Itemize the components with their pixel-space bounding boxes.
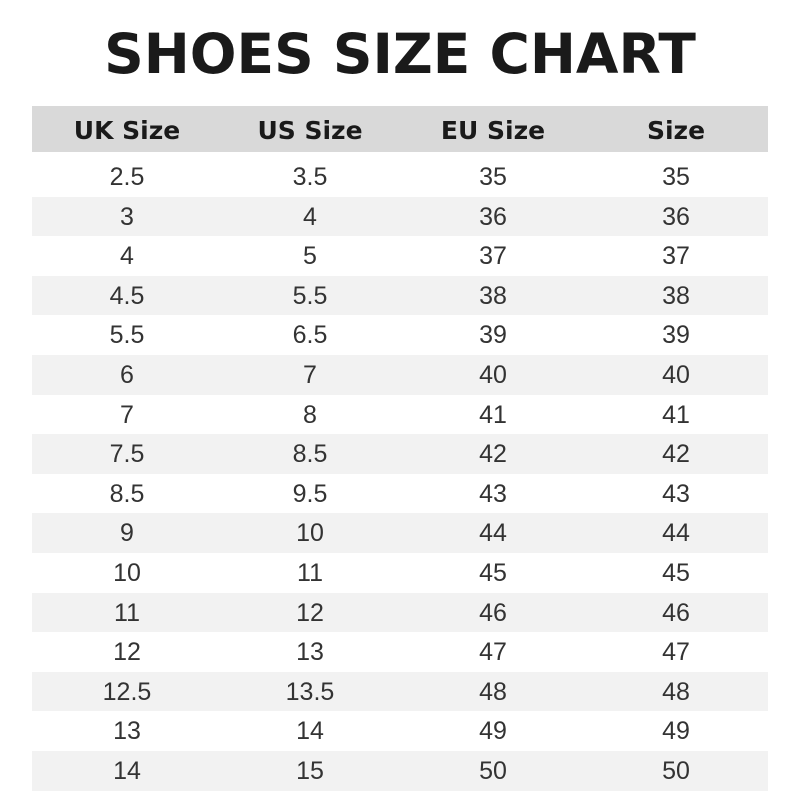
table-cell: 37: [479, 242, 507, 271]
table-cell: 41: [662, 400, 690, 429]
table-cell: 46: [662, 598, 690, 627]
table-cell: 11: [114, 598, 140, 627]
table-cell: 12.5: [102, 677, 152, 706]
table-cell: 5.5: [109, 321, 145, 350]
table-row: 4 5 37 37: [32, 236, 768, 276]
table-cell: 14: [296, 717, 324, 746]
table-cell: 6: [120, 360, 134, 389]
table-cell: 8.5: [292, 440, 328, 469]
table-cell: 42: [662, 440, 690, 469]
table-cell: 50: [479, 756, 507, 785]
table-cell: 2.5: [109, 163, 145, 191]
table-cell: 46: [479, 598, 507, 627]
table-cell: 42: [479, 440, 507, 469]
table-row: 9 10 44 44: [32, 513, 768, 553]
table-cell: 38: [662, 281, 690, 310]
table-cell: 45: [662, 558, 690, 587]
table-cell: 40: [479, 360, 507, 389]
table-cell: 43: [662, 479, 690, 508]
table-cell: 36: [479, 202, 507, 231]
table-cell: 3.5: [292, 163, 328, 191]
table-cell: 7: [303, 360, 317, 389]
table-cell: 48: [479, 677, 507, 706]
table-row: 7.5 8.5 42 42: [32, 434, 768, 474]
table-cell: 49: [479, 717, 507, 746]
table-cell: 41: [479, 400, 507, 429]
table-cell: 5.5: [292, 281, 328, 310]
table-row: 10 11 45 45: [32, 553, 768, 593]
table-row: 12 13 47 47: [32, 632, 768, 672]
table-cell: 39: [662, 321, 690, 350]
table-cell: 6.5: [292, 321, 328, 350]
table-row: 4.5 5.5 38 38: [32, 275, 768, 316]
table-cell: 10: [296, 519, 324, 548]
table-cell: 47: [662, 638, 690, 667]
table-row: 11 12 46 46: [32, 592, 768, 633]
table-cell: 8.5: [109, 479, 145, 508]
table-cell: 44: [662, 519, 690, 548]
table-cell: 13.5: [285, 677, 335, 706]
table-cell: 13: [296, 638, 324, 667]
column-header: US Size: [257, 116, 363, 145]
table-row: 3 4 36 36: [32, 196, 768, 237]
table-cell: 3: [120, 202, 134, 231]
table-row: 6 7 40 40: [32, 354, 768, 395]
table-cell: 5: [303, 242, 317, 271]
page-title: SHOES SIZE CHART: [104, 22, 696, 86]
table-cell: 35: [479, 163, 507, 191]
table-row: 2.5 3.5 35 35: [32, 157, 768, 197]
column-header: Size: [646, 116, 706, 145]
table-cell: 40: [662, 360, 690, 389]
table-row: 8.5 9.5 43 43: [32, 474, 768, 514]
table-cell: 12: [113, 638, 141, 667]
table-cell: 4.5: [109, 281, 145, 310]
table-cell: 7: [120, 400, 134, 429]
table-cell: 9: [120, 519, 134, 548]
table-cell: 48: [662, 677, 690, 706]
table-cell: 47: [479, 638, 507, 667]
table-cell: 38: [479, 281, 507, 310]
table-cell: 10: [113, 558, 141, 587]
table-cell: 12: [296, 598, 324, 627]
table-cell: 7.5: [109, 440, 145, 469]
column-header: UK Size: [73, 116, 181, 145]
table-cell: 15: [296, 756, 324, 785]
table-cell: 4: [303, 202, 317, 231]
table-cell: 14: [113, 756, 141, 785]
table-cell: 9.5: [292, 479, 328, 508]
table-row: 14 15 50 50: [32, 750, 768, 791]
table-cell: 13: [113, 717, 141, 746]
table-cell: 35: [662, 163, 690, 191]
table-cell: 37: [662, 242, 690, 271]
table-cell: 44: [479, 519, 507, 548]
table-header: UK Size US Size EU Size Size: [32, 106, 768, 152]
size-table: 2.5 3.5 35 35 3 4 36 36 4 5 37 37 4.5 5.5 38 38 5.5 6.5 39…: [32, 157, 768, 791]
table-cell: 45: [479, 558, 507, 587]
table-cell: 43: [479, 479, 507, 508]
table-cell: 8: [303, 400, 317, 429]
table-cell: 36: [662, 202, 690, 231]
table-cell: 4: [120, 242, 134, 271]
table-cell: 11: [297, 558, 323, 587]
column-header: EU Size: [440, 116, 546, 145]
table-cell: 39: [479, 321, 507, 350]
table-row: 5.5 6.5 39 39: [32, 315, 768, 355]
table-row: 13 14 49 49: [32, 711, 768, 751]
table-cell: 49: [662, 717, 690, 746]
table-row: 12.5 13.5 48 48: [32, 671, 768, 712]
table-row: 7 8 41 41: [32, 395, 768, 435]
table-cell: 50: [662, 756, 690, 785]
